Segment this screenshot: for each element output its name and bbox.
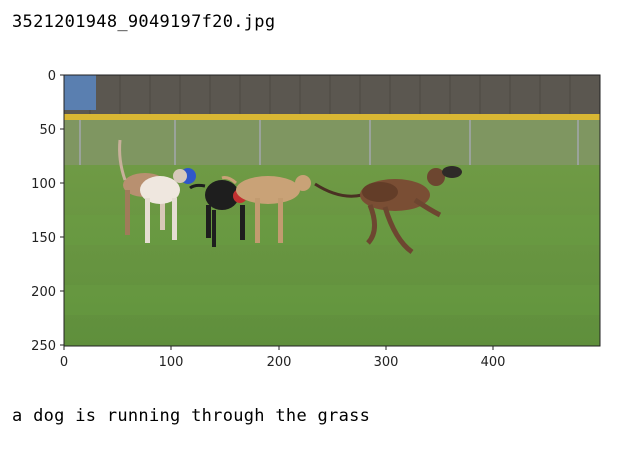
x-tick-labels: 0 100 200 300 400: [60, 355, 506, 370]
x-tick-label: 400: [481, 355, 506, 370]
x-tick-label: 0: [60, 355, 68, 370]
x-tick-label: 300: [374, 355, 399, 370]
y-axis: [60, 74, 64, 346]
dog-fawn: [221, 175, 311, 243]
y-tick-label: 100: [31, 177, 56, 192]
x-tick-label: 100: [159, 355, 184, 370]
y-tick-label: 0: [48, 69, 56, 84]
axes-frame: [63, 74, 601, 347]
dog-brindle-running: [314, 166, 462, 255]
image-caption: a dog is running through the grass: [12, 406, 371, 426]
y-tick-labels: 0 50 100 150 200 250: [31, 69, 56, 354]
dog-white-blue-muzzle: [140, 168, 196, 243]
image-filename: 3521201948_9049197f20.jpg: [12, 12, 276, 32]
x-axis: [63, 346, 494, 350]
x-tick-label: 200: [267, 355, 292, 370]
dog-black-red-muzzle: [189, 180, 247, 247]
y-tick-label: 50: [39, 123, 56, 138]
y-tick-label: 250: [31, 339, 56, 354]
y-tick-label: 200: [31, 285, 56, 300]
photo: [64, 75, 600, 346]
image-plot: 0 50 100 150 200 250 0 100 200 300 400: [31, 69, 601, 370]
y-tick-label: 150: [31, 231, 56, 246]
